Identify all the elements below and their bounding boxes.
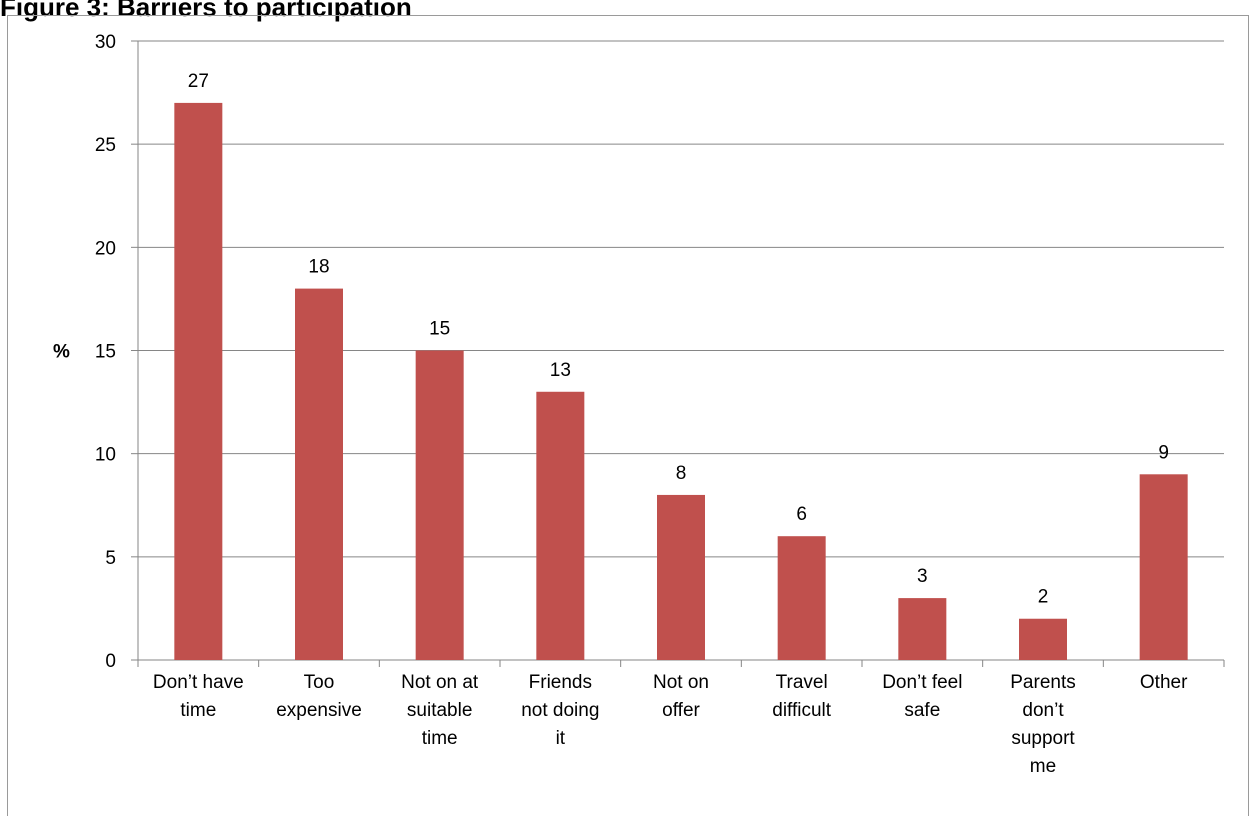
- category-label-line: don’t: [1022, 700, 1064, 721]
- y-tick-label: 30: [95, 32, 116, 53]
- bar: [295, 288, 343, 660]
- category-label-line: time: [422, 728, 458, 749]
- figure-title: Figure 3: Barriers to participation: [0, 0, 412, 22]
- category-label: Parents don’t support me: [1010, 672, 1075, 777]
- category-label-line: difficult: [772, 700, 832, 721]
- bar: [657, 494, 705, 660]
- category-label-line: suitable: [407, 700, 473, 721]
- category-label-line: Parents: [1010, 672, 1075, 693]
- category-label-line: Friends: [529, 672, 592, 693]
- data-label: 6: [796, 504, 807, 525]
- data-label: 3: [917, 566, 928, 587]
- category-label: Travel difficult: [772, 672, 832, 721]
- data-label: 13: [550, 360, 571, 381]
- category-label-line: Not on: [653, 672, 709, 693]
- data-label: 15: [429, 319, 450, 340]
- category-label: Not on at suitable time: [401, 672, 479, 749]
- data-label: 8: [676, 463, 687, 484]
- category-label: Not on offer: [653, 672, 709, 721]
- category-label-line: not doing: [521, 700, 599, 721]
- bar: [898, 598, 947, 660]
- labels: 0 5 10 15 20 25 30 27 Don’t have time 18 Too expensi…: [95, 32, 1188, 777]
- y-tick-label: 10: [95, 445, 116, 466]
- y-tick-label: 5: [105, 548, 116, 569]
- category-label: Too expensive: [276, 672, 362, 721]
- category-label: Other: [1140, 672, 1188, 693]
- data-label: 2: [1038, 587, 1049, 608]
- bar: [1019, 618, 1067, 660]
- category-label-line: offer: [662, 700, 700, 721]
- y-tick-label: 0: [105, 651, 116, 672]
- category-label-line: Travel: [776, 672, 828, 693]
- category-label-line: Too: [304, 672, 335, 693]
- data-label: 27: [188, 71, 209, 92]
- y-tick-label: 25: [95, 135, 116, 156]
- category-label-line: expensive: [276, 700, 362, 721]
- category-label-line: Don’t have: [153, 672, 244, 693]
- category-label-line: Don’t feel: [882, 672, 962, 693]
- y-tick-label: 15: [95, 342, 116, 363]
- category-label-line: me: [1030, 756, 1056, 777]
- data-label: 18: [308, 257, 329, 278]
- category-label-line: it: [556, 728, 566, 749]
- y-axis-label: %: [53, 342, 70, 363]
- category-label-line: Not on at: [401, 672, 479, 693]
- category-label-line: time: [180, 700, 216, 721]
- data-label: 9: [1158, 442, 1169, 463]
- category-label: Don’t have time: [153, 672, 244, 721]
- bar: [777, 536, 826, 660]
- category-label: Don’t feel safe: [882, 672, 962, 721]
- bar: [415, 350, 464, 660]
- category-label-line: safe: [904, 700, 940, 721]
- chart-frame: [7, 15, 1249, 816]
- category-label: Friends not doing it: [521, 672, 599, 749]
- bar: [536, 391, 585, 660]
- bar: [1139, 474, 1188, 660]
- category-label-line: support: [1011, 728, 1075, 749]
- bar: [174, 102, 223, 660]
- category-label-line: Other: [1140, 672, 1188, 693]
- y-tick-label: 20: [95, 238, 116, 259]
- bars: [174, 102, 1188, 660]
